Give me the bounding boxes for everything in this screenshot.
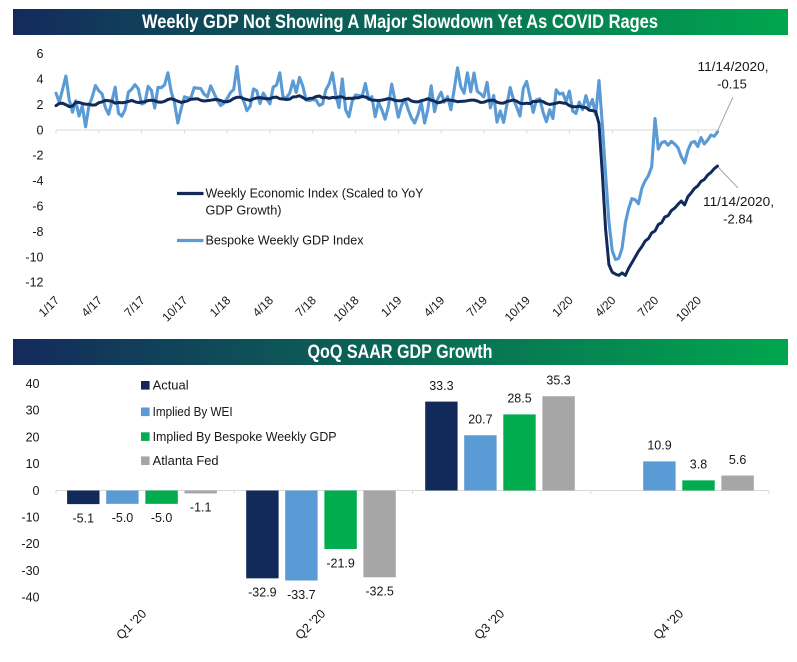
svg-text:-5.0: -5.0 xyxy=(151,511,173,525)
svg-text:-1.1: -1.1 xyxy=(190,501,212,515)
svg-text:Implied By WEI: Implied By WEI xyxy=(153,405,233,419)
svg-text:-30: -30 xyxy=(21,564,39,578)
svg-text:-12: -12 xyxy=(25,276,43,290)
svg-text:2: 2 xyxy=(37,98,44,112)
svg-text:Bespoke Weekly GDP Index: Bespoke Weekly GDP Index xyxy=(206,234,365,248)
svg-text:0: 0 xyxy=(33,484,40,498)
svg-text:20.7: 20.7 xyxy=(468,413,492,427)
svg-text:-6: -6 xyxy=(32,200,43,214)
svg-text:11/14/2020,: 11/14/2020, xyxy=(698,59,769,74)
svg-text:3.8: 3.8 xyxy=(690,458,707,472)
svg-text:-5.0: -5.0 xyxy=(112,511,134,525)
svg-text:0: 0 xyxy=(37,123,44,137)
svg-text:6: 6 xyxy=(37,47,44,61)
svg-text:-5.1: -5.1 xyxy=(73,511,95,525)
svg-text:Weekly GDP Not Showing A Major: Weekly GDP Not Showing A Major Slowdown … xyxy=(142,12,658,33)
svg-text:Actual: Actual xyxy=(153,379,189,393)
svg-text:Weekly Economic Index (Scaled: Weekly Economic Index (Scaled to YoY xyxy=(206,187,425,201)
svg-text:-20: -20 xyxy=(21,537,39,551)
svg-text:-40: -40 xyxy=(21,591,39,605)
svg-text:QoQ SAAR GDP Growth: QoQ SAAR GDP Growth xyxy=(308,342,493,363)
svg-text:-8: -8 xyxy=(32,225,43,239)
svg-text:-2: -2 xyxy=(32,149,43,163)
svg-text:-10: -10 xyxy=(25,250,43,264)
svg-text:40: 40 xyxy=(26,377,40,391)
svg-text:Atlanta Fed: Atlanta Fed xyxy=(153,454,219,468)
svg-text:28.5: 28.5 xyxy=(507,392,531,406)
svg-text:10: 10 xyxy=(26,457,40,471)
svg-text:5.6: 5.6 xyxy=(729,453,746,467)
svg-text:-0.15: -0.15 xyxy=(717,77,747,92)
svg-text:-4: -4 xyxy=(32,174,43,188)
svg-text:33.3: 33.3 xyxy=(429,379,453,393)
svg-text:11/14/2020,: 11/14/2020, xyxy=(703,194,774,209)
svg-text:-2.84: -2.84 xyxy=(723,212,753,227)
svg-text:Implied By Bespoke Weekly GDP: Implied By Bespoke Weekly GDP xyxy=(153,430,337,444)
svg-text:-33.7: -33.7 xyxy=(287,588,316,602)
svg-text:-32.5: -32.5 xyxy=(365,585,394,599)
svg-text:-21.9: -21.9 xyxy=(326,556,355,570)
svg-text:20: 20 xyxy=(26,430,40,444)
svg-text:35.3: 35.3 xyxy=(546,374,570,388)
svg-text:GDP Growth): GDP Growth) xyxy=(206,204,282,218)
svg-text:-32.9: -32.9 xyxy=(248,586,277,600)
svg-text:30: 30 xyxy=(26,404,40,418)
svg-text:-10: -10 xyxy=(21,511,39,525)
svg-text:4: 4 xyxy=(37,73,44,87)
svg-text:10.9: 10.9 xyxy=(647,439,671,453)
